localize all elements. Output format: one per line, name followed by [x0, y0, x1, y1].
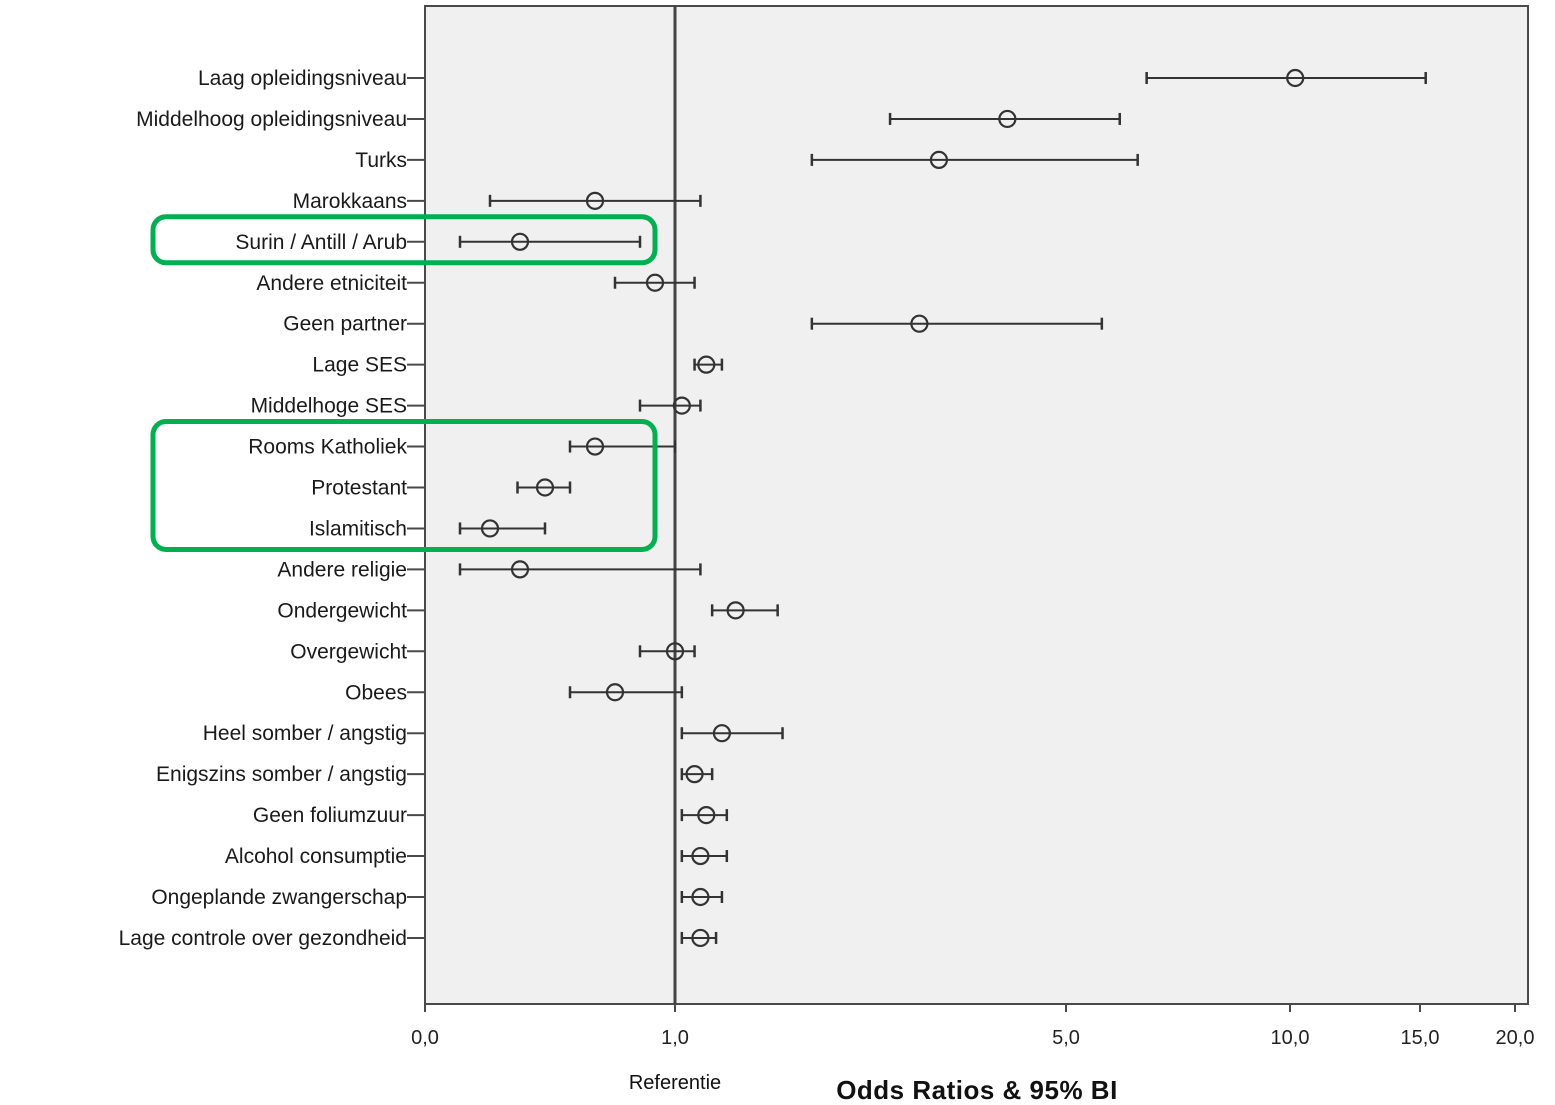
x-tick-label: 1,0: [661, 1027, 689, 1049]
row-label: Andere religie: [277, 558, 407, 581]
odds-ratio-marker: [691, 846, 710, 866]
row-label: Ondergewicht: [277, 599, 407, 622]
row-label: Geen partner: [283, 313, 407, 336]
x-tick-label: 15,0: [1401, 1027, 1440, 1049]
row-label: Ongeplande zwangerschap: [151, 886, 407, 909]
odds-ratio-marker: [510, 232, 530, 251]
row-label: Middelhoog opleidingsniveau: [136, 108, 407, 131]
x-tick-label: 20,0: [1496, 1027, 1535, 1049]
row-label: Marokkaans: [293, 190, 407, 213]
row-label: Obees: [345, 681, 407, 704]
row-label: Andere etniciteit: [256, 272, 407, 295]
odds-ratio-marker: [726, 601, 745, 620]
odds-ratio-marker: [480, 519, 500, 538]
row-label: Islamitisch: [309, 517, 407, 540]
odds-ratio-marker: [910, 314, 929, 333]
x-tick-label: 10,0: [1271, 1027, 1310, 1049]
odds-ratio-marker: [929, 150, 949, 169]
row-label: Surin / Antill / Arub: [235, 231, 407, 254]
odds-ratio-marker: [697, 355, 716, 374]
odds-ratio-marker: [1286, 68, 1305, 88]
odds-ratio-marker: [510, 560, 530, 579]
row-label: Lage controle over gezondheid: [119, 927, 407, 950]
row-label: Laag opleidingsniveau: [198, 67, 407, 90]
row-label: Enigszins somber / angstig: [156, 763, 407, 786]
odds-ratio-marker: [605, 683, 625, 702]
row-label: Protestant: [311, 477, 407, 500]
reference-label: Referentie: [629, 1072, 721, 1094]
row-label: Rooms Katholiek: [248, 436, 407, 459]
row-label: Geen foliumzuur: [253, 804, 407, 827]
odds-ratio-marker: [691, 928, 710, 948]
odds-ratio-marker: [998, 109, 1017, 129]
odds-ratio-marker: [697, 805, 716, 825]
x-axis: 0,0 1,0 5,0 10,0 15,0 20,0: [411, 1004, 1534, 1049]
odds-ratio-marker: [712, 724, 732, 743]
odds-ratio-marker: [585, 191, 605, 210]
odds-ratio-marker: [691, 887, 710, 907]
row-label: Middelhoge SES: [251, 395, 407, 418]
x-tick-label: 0,0: [411, 1027, 439, 1049]
row-label: Lage SES: [312, 354, 407, 377]
odds-ratio-marker: [535, 478, 555, 497]
plot-area: [424, 5, 1529, 1005]
forest-rows: Laag opleidingsniveau Middelhoog opleidin…: [119, 67, 1427, 950]
odds-ratio-marker: [665, 642, 685, 661]
row-label: Alcohol consumptie: [225, 845, 407, 868]
row-label: Heel somber / angstig: [203, 722, 407, 745]
odds-ratio-marker: [672, 396, 691, 415]
odds-ratio-marker: [685, 765, 704, 784]
highlight-boxes: [150, 214, 658, 552]
x-tick-label: 5,0: [1052, 1027, 1080, 1049]
highlight-box: [150, 419, 658, 552]
odds-ratio-marker: [645, 273, 665, 292]
row-label: Overgewicht: [290, 640, 407, 663]
odds-ratio-marker: [585, 437, 605, 456]
row-label: Turks: [355, 149, 407, 172]
highlight-box: [150, 214, 658, 266]
x-axis-title: Odds Ratios & 95% BI: [836, 1075, 1118, 1105]
